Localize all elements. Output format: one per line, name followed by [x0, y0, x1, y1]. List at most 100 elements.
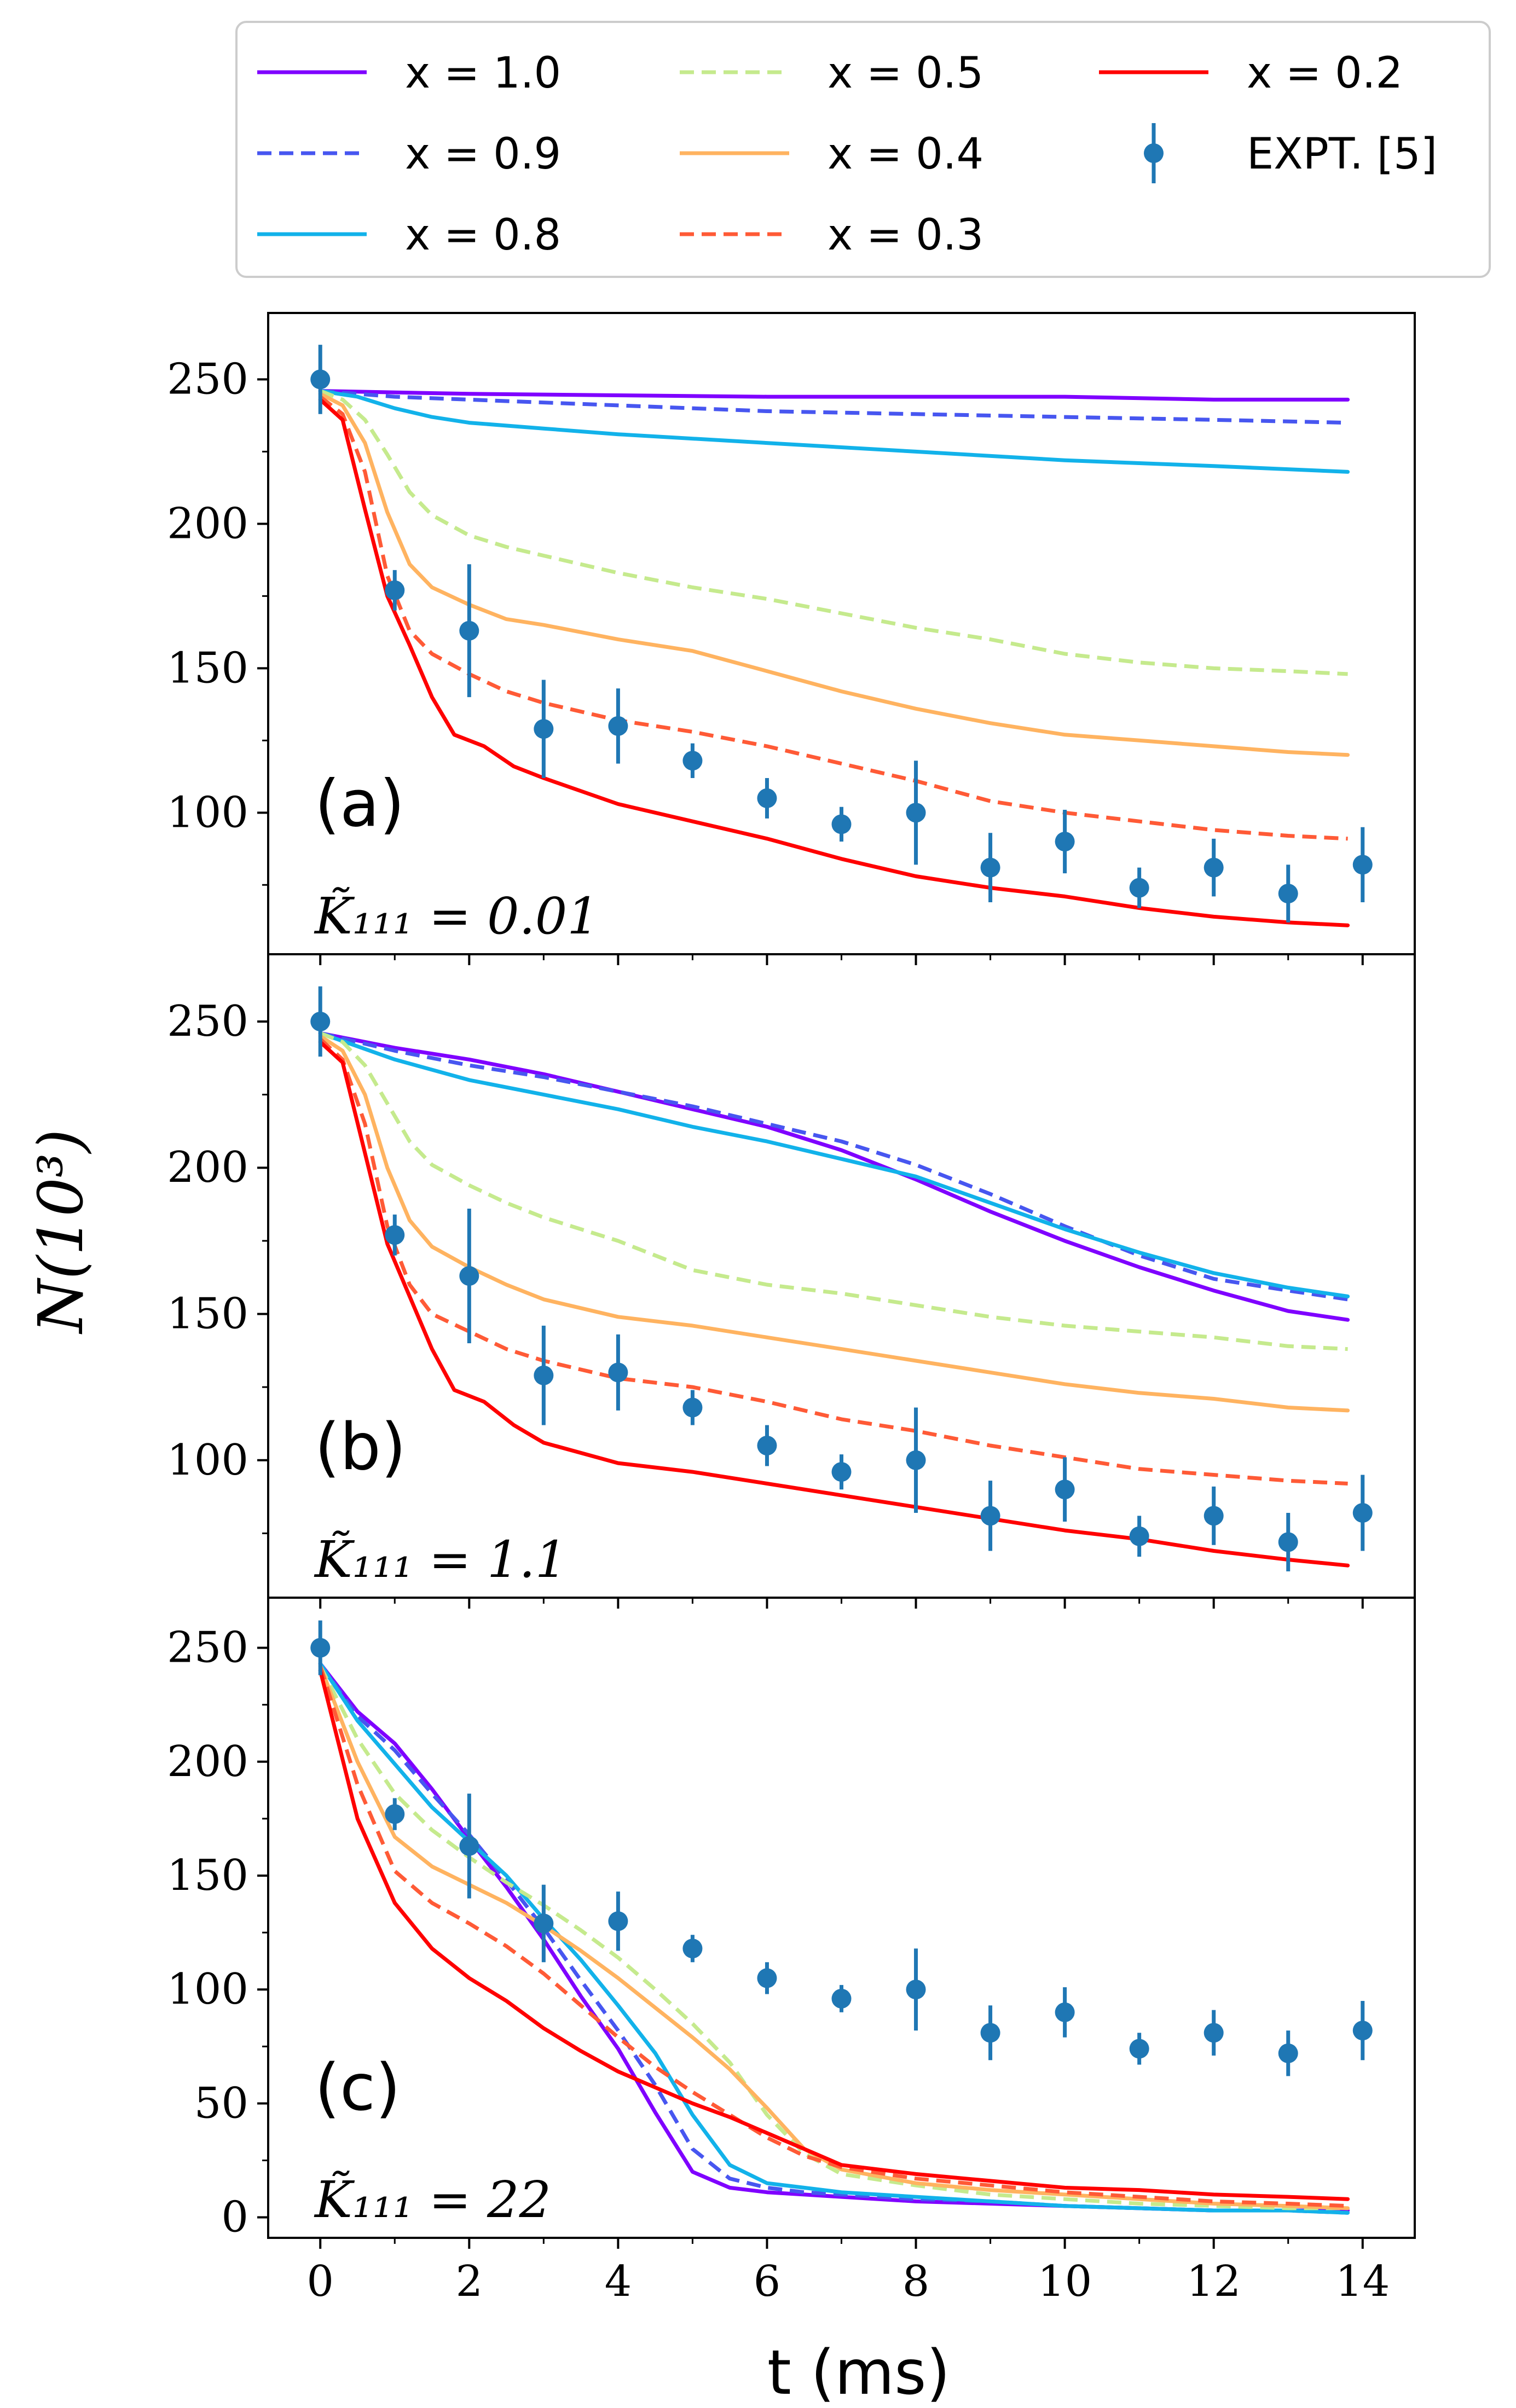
- y-tick-label: 100: [167, 1965, 248, 2014]
- legend-item-x-0-9: x = 0.9: [257, 130, 561, 179]
- x-tick-label: 12: [1187, 2257, 1241, 2306]
- series-line-x-0-4: [318, 392, 1350, 757]
- series-line-x-0-2: [318, 1040, 1350, 1568]
- x-tick-label: 2: [455, 2257, 483, 2306]
- legend-label: x = 0.9: [405, 130, 561, 179]
- series-line-x-0-5: [319, 1031, 1348, 1351]
- expt-point: [906, 1980, 926, 2000]
- expt-point: [385, 1804, 405, 1824]
- panel-frame: [267, 953, 1416, 1599]
- legend-label: x = 0.4: [828, 130, 983, 179]
- panel-annotation: K̃₁₁₁ = 1.1: [314, 1530, 567, 1589]
- expt-point: [310, 1638, 331, 1658]
- y-tick-label: 100: [167, 788, 248, 837]
- expt-point: [534, 1913, 554, 1934]
- y-tick-label: 150: [167, 643, 248, 693]
- expt-point: [459, 1266, 479, 1286]
- series-line-x-0-5: [319, 1665, 1348, 2210]
- series-lines: [318, 1031, 1350, 1568]
- series-line-x-0-3: [318, 1665, 1348, 2208]
- expt-points: [310, 986, 1373, 1571]
- series-lines: [318, 1662, 1350, 2215]
- series-line-x-1-0: [318, 389, 1350, 402]
- legend-item-x-0-5: x = 0.5: [680, 49, 983, 98]
- expt-point: [906, 1450, 926, 1470]
- y-tick-label: 250: [167, 355, 248, 404]
- x-tick-label: 4: [605, 2257, 632, 2306]
- legend-item-x-0-3: x = 0.3: [680, 211, 983, 260]
- expt-point: [1352, 855, 1373, 875]
- y-axis-title-text: N(10³): [26, 1129, 97, 1335]
- x-tick-label: 0: [306, 2257, 334, 2306]
- expt-point: [1055, 1479, 1075, 1500]
- series-line-x-0-4: [318, 1034, 1350, 1413]
- legend-item-x-0-8: x = 0.8: [257, 211, 561, 260]
- expt-point: [1129, 2039, 1149, 2059]
- y-tick-label: 150: [167, 1289, 248, 1338]
- x-tick-label: 8: [902, 2257, 930, 2306]
- series-line-x-0-4: [318, 1664, 1350, 2210]
- panel-frame: [267, 1597, 1416, 2239]
- panel-label: (a): [315, 766, 404, 842]
- series-line-x-0-8: [318, 1031, 1350, 1298]
- expt-point: [906, 803, 926, 823]
- expt-point: [831, 1988, 852, 2009]
- series-line-x-1-0: [318, 1662, 1350, 2213]
- series-line-x-0-9: [320, 1031, 1349, 1302]
- panel-label: (c): [315, 2050, 401, 2125]
- expt-point: [1203, 1506, 1224, 1526]
- expt-point: [980, 857, 1000, 878]
- expt-point: [608, 1911, 628, 1931]
- series-line-x-1-0: [318, 1031, 1350, 1322]
- series-line-x-0-8: [318, 389, 1350, 474]
- legend-swatch-marker: [1144, 143, 1164, 163]
- series-line-x-0-2: [318, 397, 1350, 927]
- expt-point: [385, 1225, 405, 1245]
- y-tick-label: 200: [167, 1143, 248, 1192]
- expt-point: [310, 369, 331, 390]
- expt-point: [310, 1011, 331, 1031]
- legend-label: EXPT. [5]: [1247, 130, 1437, 179]
- legend-label: x = 0.5: [828, 49, 983, 98]
- series-line-x-0-9: [320, 389, 1348, 425]
- expt-point: [534, 719, 554, 739]
- expt-point: [1278, 884, 1298, 904]
- series-line-x-0-5: [319, 389, 1348, 676]
- y-tick-label: 100: [167, 1436, 248, 1485]
- expt-point: [757, 1968, 777, 1988]
- expt-point: [980, 1506, 1000, 1526]
- expt-point: [1352, 1502, 1373, 1523]
- series-line-x-0-8: [318, 1662, 1350, 2215]
- y-tick-label: 250: [167, 997, 248, 1046]
- panel-a: 100 150 200 250 (a) K̃₁₁₁ = 0.01: [167, 312, 1416, 965]
- expt-point: [385, 580, 405, 600]
- expt-point: [682, 751, 703, 771]
- series-line-x-0-9: [319, 1662, 1348, 2215]
- expt-point: [459, 1836, 479, 1856]
- y-tick-label: 150: [167, 1851, 248, 1900]
- expt-point: [831, 1462, 852, 1482]
- panel-c: 0 50 100 150 200 250 0 2 4 6 8 10 12 14 (c) K̃₁₁₁ = 22: [167, 1597, 1416, 2306]
- series-line-x-0-2: [318, 1668, 1350, 2201]
- y-tick-label: 0: [221, 2193, 248, 2242]
- y-tick-label: 200: [167, 1737, 248, 1786]
- x-tick-label: 6: [754, 2257, 781, 2306]
- expt-point: [1203, 857, 1224, 878]
- expt-point: [831, 814, 852, 834]
- legend-label: x = 0.3: [828, 211, 983, 260]
- legend: x = 1.0 x = 0.9 x = 0.8 x = 0.5 x = 0.4 x = 0…: [235, 21, 1491, 278]
- expt-point: [1055, 832, 1075, 852]
- x-tick-label: 14: [1335, 2257, 1390, 2306]
- legend-label: x = 0.8: [405, 211, 561, 260]
- expt-point: [1129, 1526, 1149, 1546]
- series-line-x-0-3: [319, 395, 1348, 841]
- expt-point: [757, 788, 777, 808]
- expt-point: [1203, 2023, 1224, 2043]
- legend-item-x-1-0: x = 1.0: [257, 49, 561, 98]
- expt-point: [1278, 1532, 1298, 1552]
- legend-frame: [235, 21, 1491, 278]
- expt-point: [682, 1939, 703, 1959]
- expt-point: [682, 1397, 703, 1418]
